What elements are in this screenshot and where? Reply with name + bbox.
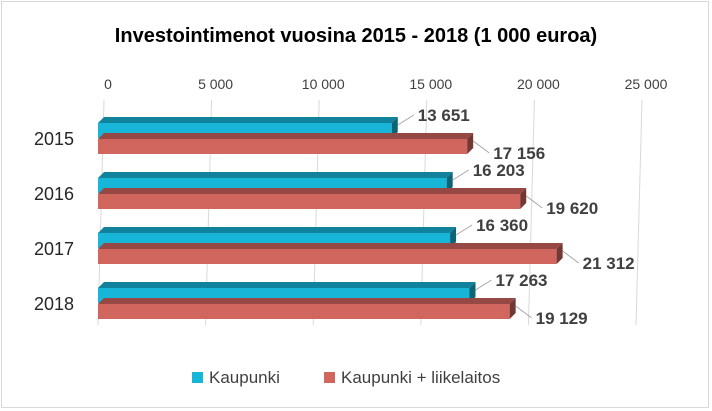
leader-line	[515, 305, 532, 319]
data-label: 19 620	[546, 199, 598, 218]
data-label: 17 263	[495, 271, 547, 290]
chart-title: Investointimenot vuosina 2015 - 2018 (1 …	[115, 25, 597, 47]
data-label: 19 129	[536, 309, 588, 328]
bar-top-kaupunki-liikelaitos	[98, 133, 474, 139]
x-axis-ticks: 0 5 000 10 000 15 000 20 000 25 000	[104, 76, 668, 92]
bar-side-kaupunki	[450, 227, 457, 248]
leader-line	[475, 279, 492, 291]
bar-side-kaupunki-liikelaitos	[467, 133, 474, 154]
x-tick-label: 25 000	[625, 76, 668, 92]
leader-line	[455, 224, 473, 236]
category-label: 2016	[34, 184, 74, 204]
data-label: 21 312	[583, 254, 635, 273]
leader-line	[472, 140, 490, 154]
bar-side-kaupunki	[391, 117, 398, 138]
category-label: 2015	[34, 129, 74, 149]
x-tick-label: 5 000	[198, 76, 233, 92]
bar-side-kaupunki	[446, 172, 453, 193]
x-tick-label: 15 000	[409, 76, 452, 92]
bar-top-kaupunki	[98, 282, 476, 288]
category-label: 2018	[34, 294, 74, 314]
bar-top-kaupunki	[98, 117, 398, 123]
legend-swatch	[324, 372, 335, 383]
legend: Kaupunki Kaupunki + liikelaitos	[192, 368, 500, 387]
x-tick-label: 20 000	[517, 76, 560, 92]
legend-label: Kaupunki + liikelaitos	[341, 368, 500, 387]
gridline	[527, 99, 535, 326]
x-tick-label: 0	[104, 76, 112, 92]
data-label: 13 651	[418, 106, 470, 125]
legend-swatch	[192, 372, 203, 383]
bar-top-kaupunki-liikelaitos	[98, 188, 527, 194]
data-label: 16 203	[473, 161, 525, 180]
y-axis-categories: 2015 2016 2017 2018	[34, 129, 74, 314]
legend-label: Kaupunki	[209, 368, 280, 387]
leader-line	[397, 114, 415, 126]
bars	[98, 117, 563, 319]
x-tick-label: 10 000	[302, 76, 345, 92]
bar-top-kaupunki-liikelaitos	[98, 298, 516, 304]
bar-side-kaupunki-liikelaitos	[509, 298, 516, 319]
bar-top-kaupunki-liikelaitos	[98, 243, 563, 249]
bar-top-kaupunki	[98, 172, 453, 178]
category-label: 2017	[34, 239, 74, 259]
gridline	[635, 99, 643, 326]
data-label: 17 156	[493, 144, 545, 163]
bar-kaupunki-liikelaitos	[98, 139, 468, 154]
bar-kaupunki-liikelaitos	[98, 249, 557, 264]
bar-kaupunki-liikelaitos	[98, 304, 510, 319]
leader-line	[562, 250, 579, 264]
leader-line	[452, 169, 469, 181]
bar-side-kaupunki	[469, 282, 476, 303]
bar-kaupunki-liikelaitos	[98, 194, 521, 209]
data-label: 16 360	[476, 216, 528, 235]
bar-top-kaupunki	[98, 227, 457, 233]
bar-side-kaupunki-liikelaitos	[520, 188, 527, 209]
leader-line	[525, 195, 543, 209]
bar-side-kaupunki-liikelaitos	[556, 243, 563, 264]
